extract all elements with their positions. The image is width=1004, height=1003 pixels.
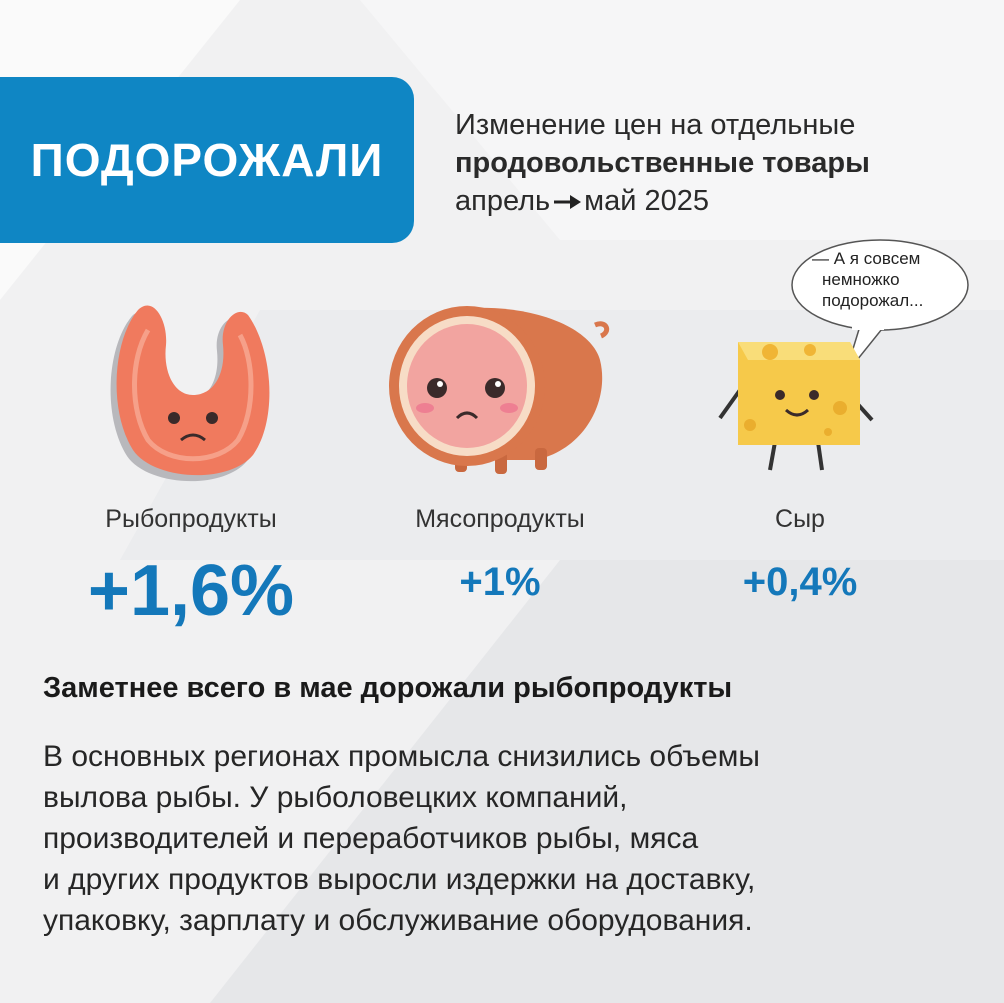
headline: Заметнее всего в мае дорожали рыбопродук… xyxy=(43,672,733,704)
badge-label: ПОДОРОЖАЛИ xyxy=(30,134,384,186)
value-meat: +1% xyxy=(459,560,541,604)
bubble-line: немножко xyxy=(822,270,900,289)
title-badge: ПОДОРОЖАЛИ xyxy=(0,77,414,243)
body-line: производителей и переработчиков рыбы, мя… xyxy=(43,822,699,855)
subtitle-line3: апрель май 2025 xyxy=(455,182,870,220)
fish-steak-icon xyxy=(110,305,270,482)
ham-icon xyxy=(389,306,610,474)
subtitle: Изменение цен на отдельные продовольстве… xyxy=(455,106,870,220)
body-text: В основных регионах промысла снизились о… xyxy=(43,736,973,941)
body-line: и других продуктов выросли издержки на д… xyxy=(43,863,756,896)
body-line: упаковку, зарплату и обслуживание оборуд… xyxy=(43,904,753,937)
body-line: В основных регионах промысла снизились о… xyxy=(43,740,760,773)
category-label-fish: Рыбопродукты xyxy=(105,505,277,533)
speech-bubble-text: — А я совсем немножко подорожал... xyxy=(812,248,962,311)
period-to: май 2025 xyxy=(584,185,709,217)
period-from: апрель xyxy=(455,185,551,217)
category-label-meat: Мясопродукты xyxy=(415,505,585,533)
value-cheese: +0,4% xyxy=(742,560,858,604)
value-fish: +1,6% xyxy=(87,551,295,631)
bubble-line: подорожал... xyxy=(822,291,924,310)
cheese-icon xyxy=(718,342,874,471)
body-line: вылова рыбы. У рыболовецких компаний, xyxy=(43,781,628,814)
subtitle-line1: Изменение цен на отдельные xyxy=(455,109,856,141)
category-label-cheese: Сыр xyxy=(775,505,825,533)
bubble-line: — А я совсем xyxy=(812,249,921,268)
arrow-right-icon xyxy=(554,195,582,210)
subtitle-line2: продовольственные товары xyxy=(455,147,870,179)
